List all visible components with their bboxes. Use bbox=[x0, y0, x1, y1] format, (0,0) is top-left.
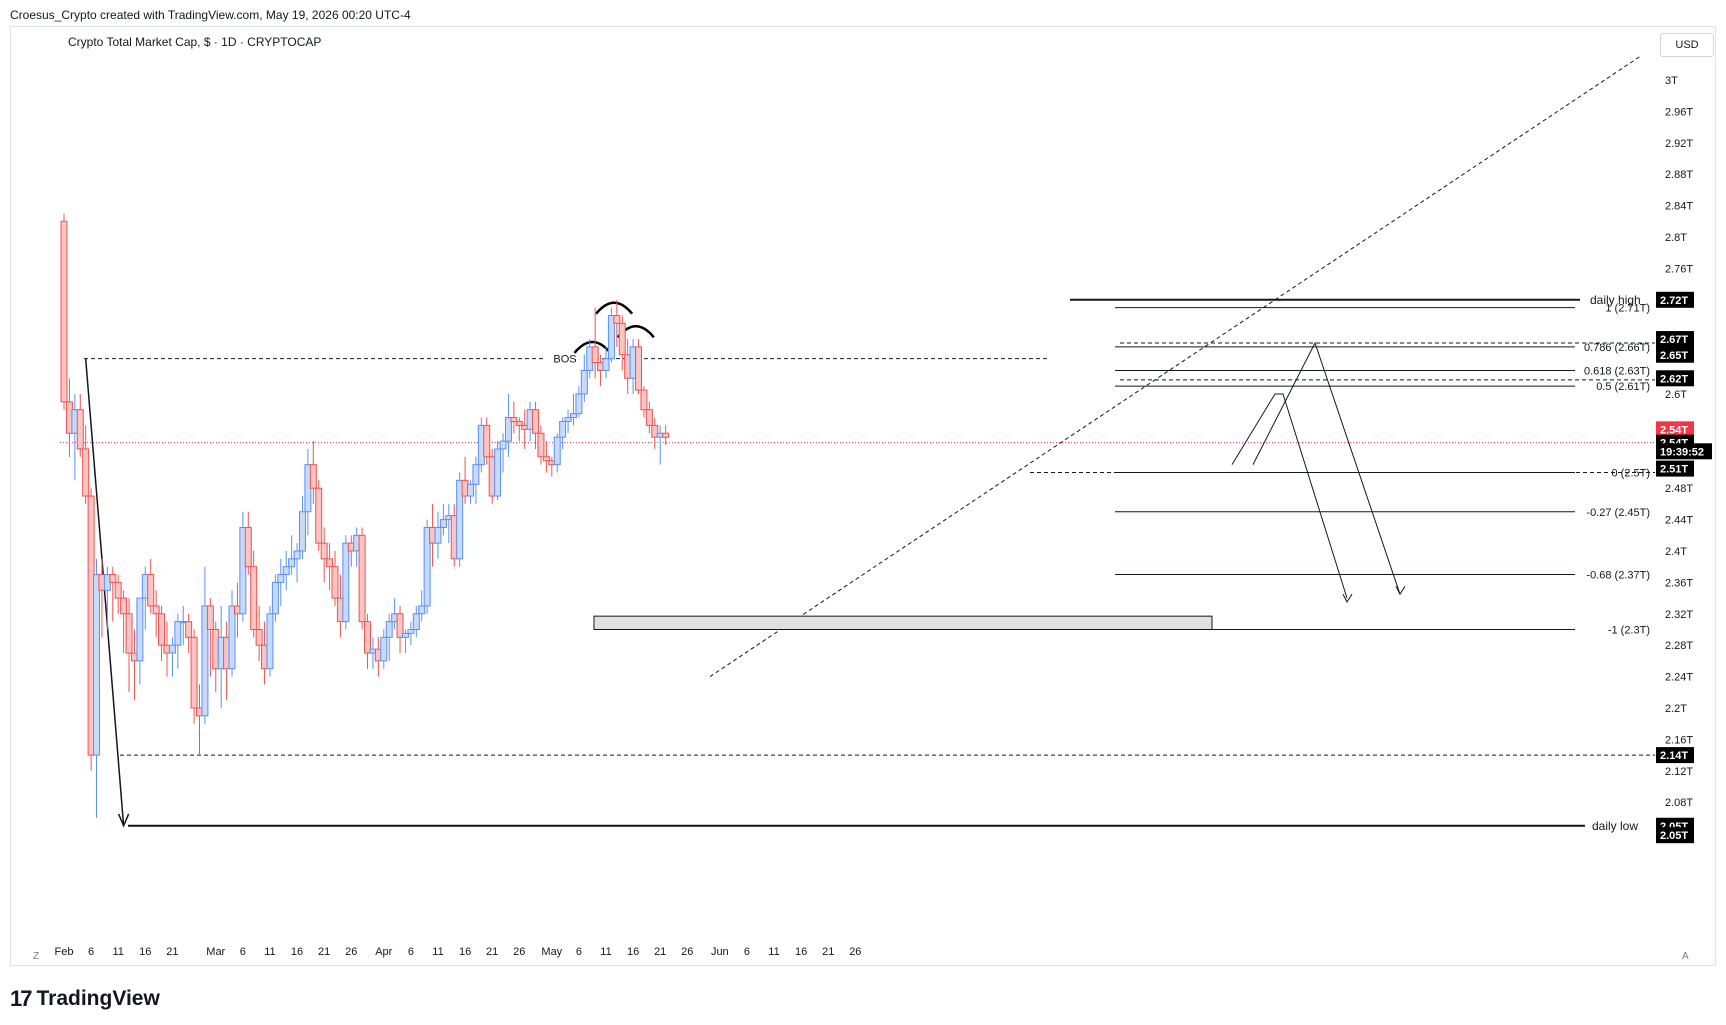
tradingview-logo-icon: 17 bbox=[10, 986, 33, 1011]
chart-frame bbox=[10, 26, 1716, 966]
chart-attribution: Croesus_Crypto created with TradingView.… bbox=[10, 8, 411, 22]
a-label[interactable]: A bbox=[1682, 951, 1689, 962]
symbol-title: Crypto Total Market Cap, $ · 1D · CRYPTO… bbox=[68, 35, 322, 49]
currency-button[interactable]: USD bbox=[1660, 33, 1714, 57]
z-label[interactable]: Z bbox=[33, 951, 40, 962]
brand-logo[interactable]: 17 TradingView bbox=[10, 986, 160, 1012]
brand-name: TradingView bbox=[36, 987, 160, 1010]
